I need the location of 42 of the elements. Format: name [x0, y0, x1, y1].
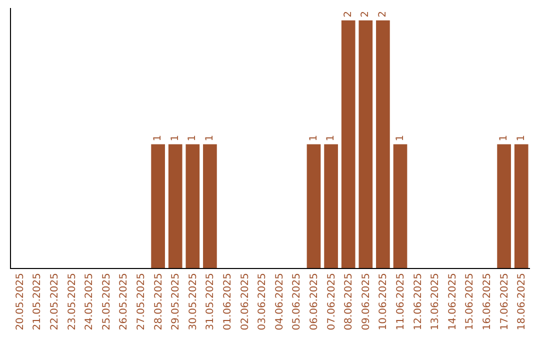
data-label: 1	[170, 134, 181, 142]
data-label: 1	[498, 134, 510, 142]
x-tick-label: 16.06.2025	[482, 273, 493, 330]
x-tick-label: 21.05.2025	[32, 273, 44, 330]
x-tick-label: 11.06.2025	[396, 273, 406, 330]
data-label: 1	[308, 134, 320, 142]
x-tick-label: 01.06.2025	[222, 273, 234, 330]
x-tick-label: 30.05.2025	[188, 273, 199, 330]
x-tick-label: 08.06.2025	[344, 273, 355, 330]
data-label: 1	[204, 134, 216, 142]
data-label: 1	[394, 134, 406, 142]
data-label: 2	[377, 11, 388, 18]
x-tick-label: 09.06.2025	[360, 273, 372, 330]
x-tick-label: 15.06.2025	[464, 273, 476, 330]
x-tick-label: 04.06.2025	[274, 273, 286, 330]
x-tick-label: 25.05.2025	[101, 273, 112, 330]
x-tick-label: 29.05.2025	[170, 273, 182, 330]
x-tick-label: 17.06.2025	[499, 273, 510, 330]
data-label: 1	[326, 134, 337, 142]
x-tick-label: 22.05.2025	[50, 273, 60, 330]
data-label: 2	[360, 11, 372, 18]
x-tick-label: 23.05.2025	[66, 273, 78, 330]
data-label: 2	[342, 11, 354, 18]
x-tick-label: 05.06.2025	[292, 273, 303, 330]
x-tick-label: 03.06.2025	[257, 273, 268, 330]
x-tick-label: 26.05.2025	[118, 273, 130, 330]
x-tick-label: 28.05.2025	[153, 273, 164, 330]
x-tick-label: 14.06.2025	[447, 273, 458, 330]
x-tick-label: 18.06.2025	[516, 273, 528, 330]
x-tick-label: 07.06.2025	[326, 273, 338, 330]
x-tick-label: 10.06.2025	[378, 273, 390, 330]
x-tick-label: 31.05.2025	[205, 273, 216, 330]
x-tick-label: 12.06.2025	[412, 273, 424, 330]
x-tick-label: 02.06.2025	[240, 273, 251, 330]
x-tick-label: 27.05.2025	[136, 273, 147, 330]
x-tick-label: 13.06.2025	[430, 273, 442, 330]
x-tick-label: 24.05.2025	[84, 273, 96, 330]
data-label: 1	[187, 134, 198, 142]
x-tick-label: 20.05.2025	[14, 273, 26, 330]
data-label: 1	[152, 134, 164, 142]
data-label: 1	[516, 134, 527, 142]
x-tick-label: 06.06.2025	[309, 273, 320, 330]
